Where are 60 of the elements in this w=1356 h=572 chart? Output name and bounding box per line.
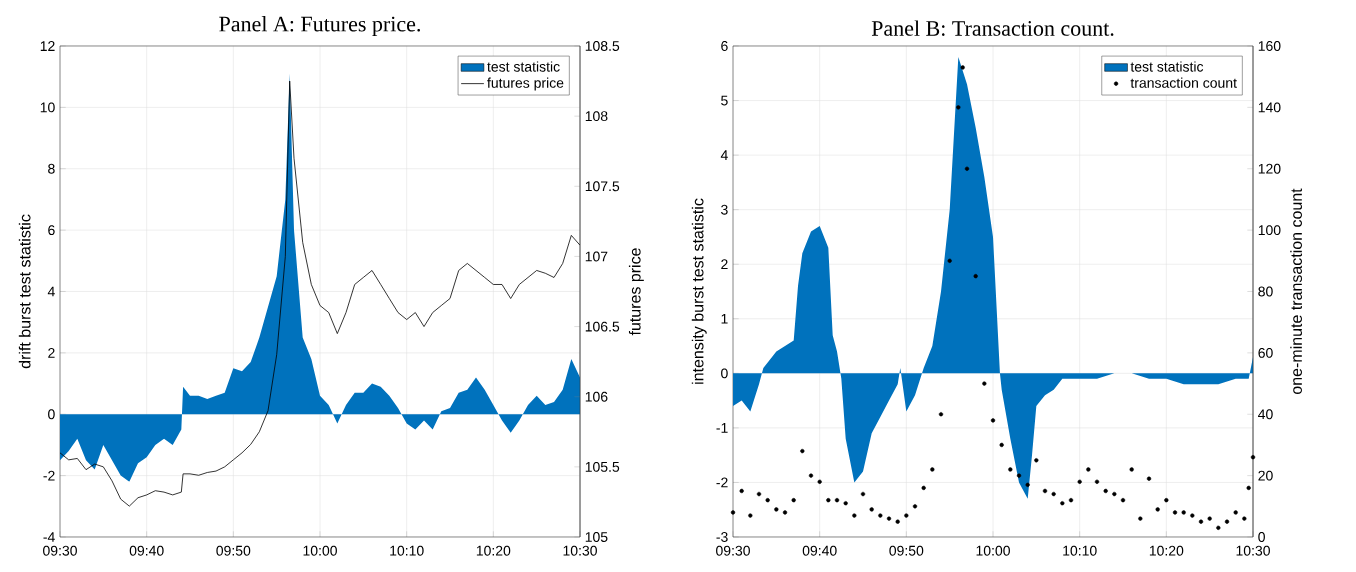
y2-tick-label: 100 [1258, 225, 1281, 236]
y2-axis-title: one-minute transaction count [1290, 188, 1302, 394]
y2-tick-label: 108 [585, 111, 608, 122]
y2-tick-label: 140 [1258, 102, 1281, 113]
y-tick-label: 12 [40, 41, 55, 51]
y2-tick-label: 80 [1258, 286, 1273, 297]
y2-tick-label: 107 [585, 251, 608, 262]
y2-tick-label: 20 [1258, 470, 1273, 481]
y-tick-label: 5 [721, 95, 728, 106]
y-axis-title: intensity burst test statistic [691, 198, 707, 384]
x-tick-label: 09:30 [716, 545, 750, 556]
y-tick-label: 4 [720, 150, 728, 160]
x-tick-label: 09:40 [129, 545, 164, 556]
legend-label: transaction count [1130, 77, 1237, 88]
y2-tick-label: 105.5 [585, 461, 620, 472]
y-tick-label: 2 [48, 348, 55, 358]
x-tick-label: 10:30 [563, 545, 597, 556]
y-tick-label: -2 [716, 477, 728, 488]
x-tick-label: 09:40 [802, 545, 837, 556]
x-tick-label: 09:50 [889, 545, 924, 556]
y-axis-title: drift burst test statistic [18, 214, 31, 369]
legend-label: test statistic [1130, 61, 1204, 72]
y2-tick-label: 120 [1258, 163, 1281, 174]
y-tick-label: 8 [48, 163, 55, 174]
y-tick-label: -3 [716, 532, 728, 542]
y-tick-label: 0 [48, 409, 55, 420]
y2-tick-label: 40 [1258, 409, 1273, 420]
y-tick-label: -4 [43, 532, 55, 542]
y2-tick-label: 60 [1258, 347, 1273, 358]
y-tick-label: 6 [721, 41, 728, 51]
y2-tick-label: 160 [1258, 41, 1281, 51]
y2-tick-label: 106 [585, 391, 608, 402]
y2-tick-label: 106.5 [585, 321, 620, 332]
x-tick-label: 10:20 [476, 545, 511, 556]
x-tick-label: 09:50 [216, 545, 251, 556]
y2-tick-label: 107.5 [585, 181, 620, 192]
y-tick-label: -2 [43, 470, 55, 481]
y-tick-label: 6 [48, 225, 55, 236]
legend-label: test statistic [487, 61, 560, 72]
y2-tick-label: 108.5 [585, 41, 620, 51]
y-tick-label: 1 [721, 313, 728, 324]
x-tick-label: 09:30 [43, 545, 77, 556]
chart-title: Panel A: Futures price. [219, 16, 420, 36]
y2-tick-label: 0 [1258, 532, 1265, 542]
legend-label: futures price [487, 77, 564, 91]
y-tick-label: -1 [716, 423, 728, 433]
y2-axis-title: futures price [628, 248, 644, 336]
x-tick-label: 10:00 [303, 545, 337, 556]
x-tick-label: 10:10 [390, 545, 424, 556]
chart-title: Panel B: Transaction count. [871, 20, 1114, 36]
x-tick-label: 10:00 [976, 545, 1010, 556]
y-tick-label: 2 [721, 259, 728, 270]
y-tick-label: 4 [47, 286, 55, 297]
y-tick-label: 3 [721, 204, 728, 215]
x-tick-label: 10:30 [1236, 545, 1270, 556]
x-tick-label: 10:20 [1149, 545, 1184, 556]
y-tick-label: 0 [721, 368, 728, 379]
x-tick-label: 10:10 [1063, 545, 1097, 556]
y-tick-label: 10 [40, 102, 55, 113]
y2-tick-label: 105 [585, 532, 608, 542]
